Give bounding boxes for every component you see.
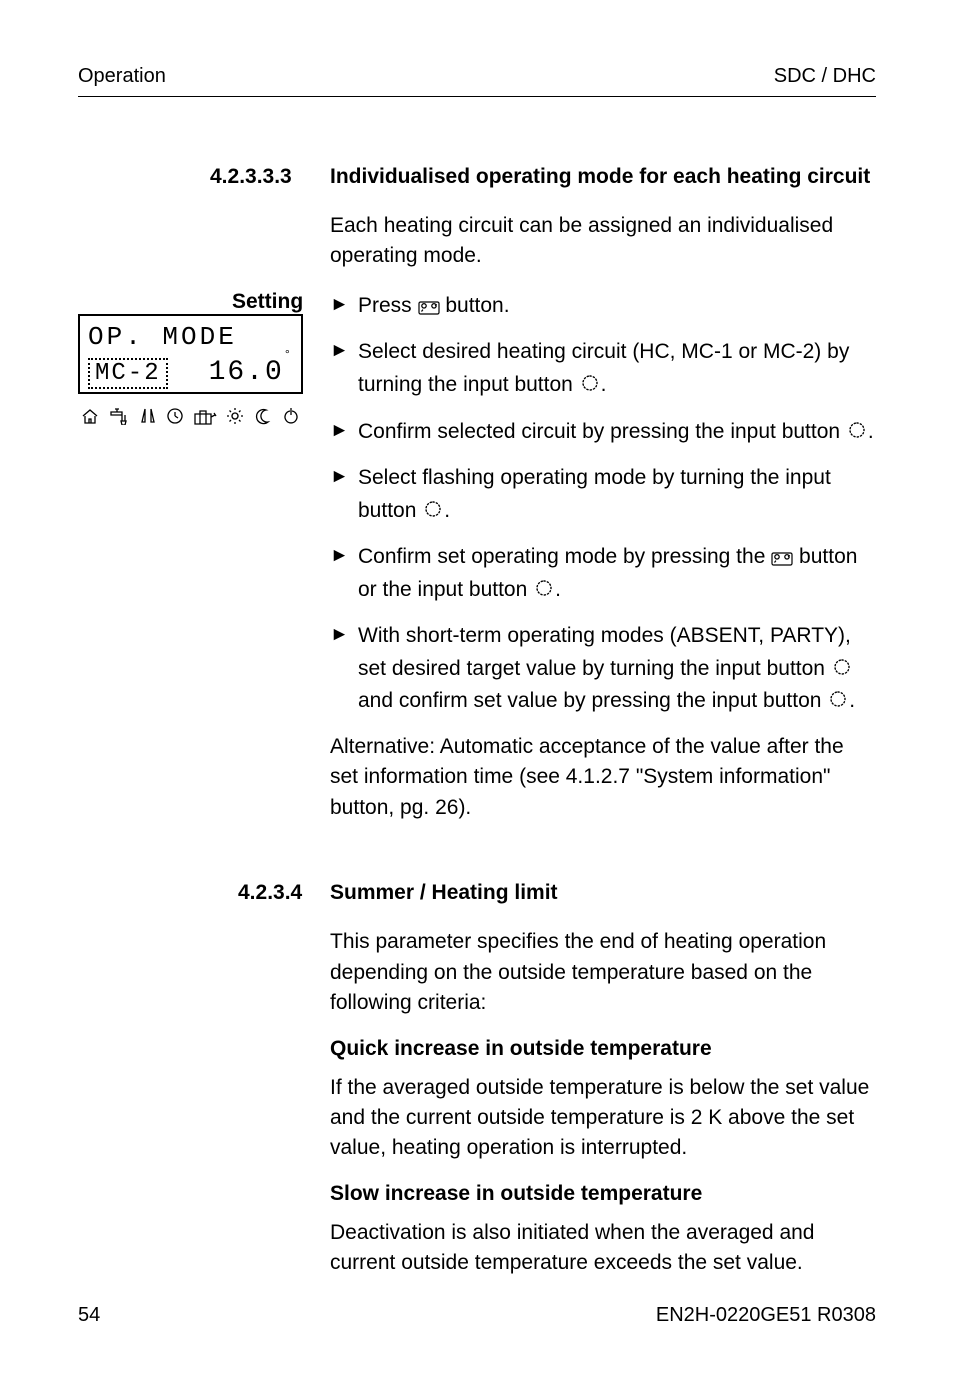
step-press: Press button. bbox=[330, 290, 876, 323]
section-b-p2: If the averaged outside temperature is b… bbox=[330, 1073, 876, 1164]
tap-icon bbox=[109, 407, 129, 425]
lcd-display: OP. MODE MC-2 16.0° bbox=[78, 314, 303, 394]
input-button-icon bbox=[533, 577, 555, 599]
step-select-circuit: Select desired heating circuit (HC, MC-1… bbox=[330, 336, 876, 401]
house-icon bbox=[80, 407, 100, 425]
header-left: Operation bbox=[78, 65, 166, 88]
lcd-row2: MC-2 16.0° bbox=[88, 358, 293, 389]
sun-icon bbox=[226, 407, 244, 425]
step-confirm-mode: Confirm set operating mode by pressing t… bbox=[330, 541, 876, 606]
lcd-line1: OP. MODE bbox=[88, 323, 293, 358]
lcd-icon-row bbox=[78, 407, 301, 425]
mode-button-icon bbox=[771, 552, 793, 566]
section-b-title: Summer / Heating limit bbox=[330, 881, 876, 905]
header-right: SDC / DHC bbox=[774, 65, 876, 88]
setting-label: Setting bbox=[232, 290, 303, 314]
input-button-icon bbox=[827, 688, 849, 710]
input-button-icon bbox=[579, 372, 601, 394]
header-rule bbox=[78, 96, 876, 97]
section-a-intro: Each heating circuit can be assigned an … bbox=[330, 211, 876, 272]
step-short-term: With short-term operating modes (ABSENT,… bbox=[330, 620, 876, 718]
clock-icon bbox=[166, 407, 184, 425]
input-button-icon bbox=[422, 498, 444, 520]
section-b-h2: Slow increase in outside temperature bbox=[330, 1182, 876, 1206]
section-b-h1: Quick increase in outside temperature bbox=[330, 1037, 876, 1061]
section-a-title: Individualised operating mode for each h… bbox=[330, 165, 876, 189]
section-b-p3: Deactivation is also initiated when the … bbox=[330, 1218, 876, 1279]
input-button-icon bbox=[831, 656, 853, 678]
section-b: 4.2.3.4 Summer / Heating limit This para… bbox=[330, 881, 876, 1279]
section-a: 4.2.3.3.3 Individualised operating mode … bbox=[330, 165, 876, 823]
step-confirm-circuit: Confirm selected circuit by pressing the… bbox=[330, 416, 876, 449]
footer-right: EN2H-0220GE51 R0308 bbox=[656, 1304, 876, 1327]
lcd-value: 16.0° bbox=[209, 359, 293, 387]
party-icon bbox=[139, 407, 157, 425]
footer-left: 54 bbox=[78, 1304, 100, 1327]
lcd-mc: MC-2 bbox=[88, 358, 168, 389]
input-button-icon bbox=[846, 419, 868, 441]
mode-button-icon bbox=[418, 301, 440, 315]
suitcase-icon bbox=[193, 407, 217, 425]
section-a-alternative: Alternative: Automatic acceptance of the… bbox=[330, 732, 876, 823]
setting-block: Setting Press button. Select desired hea… bbox=[330, 290, 876, 823]
content-column: 4.2.3.3.3 Individualised operating mode … bbox=[330, 165, 876, 1297]
standby-icon bbox=[281, 407, 299, 425]
moon-icon bbox=[254, 407, 272, 425]
step-select-mode: Select flashing operating mode by turnin… bbox=[330, 462, 876, 527]
setting-steps: Press button. Select desired heating cir… bbox=[330, 290, 876, 718]
section-b-p1: This parameter specifies the end of heat… bbox=[330, 927, 876, 1018]
section-a-num: 4.2.3.3.3 bbox=[210, 165, 292, 189]
section-b-num: 4.2.3.4 bbox=[238, 881, 302, 905]
